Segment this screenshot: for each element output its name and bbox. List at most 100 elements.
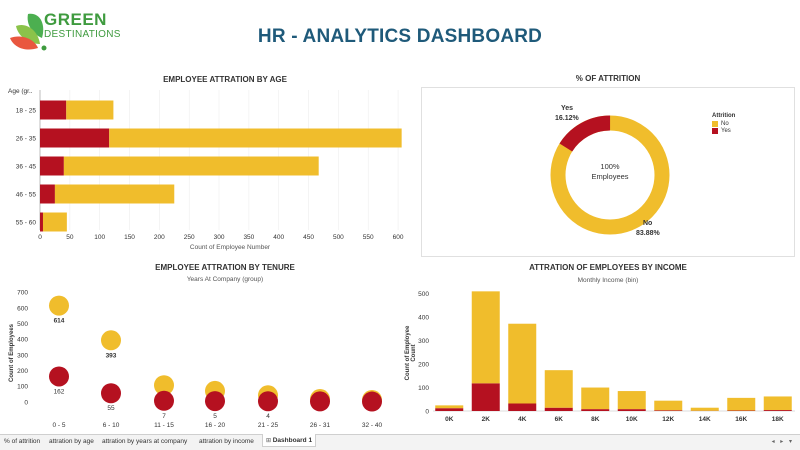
tenure-data-label-yes: 7: [162, 413, 166, 420]
tenure-ytick-label: 400: [17, 337, 28, 344]
legend-title: Attrition: [712, 113, 736, 119]
age-xtick-label: 50: [66, 234, 74, 241]
income-category-label: 2K: [482, 416, 491, 423]
logo-leaf-icon: [10, 13, 47, 51]
age-xtick-label: 100: [94, 234, 105, 241]
tenure-ytick-label: 100: [17, 384, 28, 391]
tenure-ytick-label: 200: [17, 368, 28, 375]
income-ytick-label: 500: [418, 291, 429, 298]
tenure-bubble-no: [154, 375, 174, 396]
tenure-data-label-no: 614: [54, 318, 65, 325]
income-bar-yes: [544, 407, 573, 411]
tenure-category-label: 6 - 10: [103, 422, 120, 429]
tenure-data-label-yes: 55: [107, 405, 115, 412]
income-bar-yes: [763, 410, 792, 411]
tenure-ytick-label: 0: [24, 399, 28, 406]
age-bar-yes: [40, 128, 110, 148]
income-bar-yes: [617, 409, 646, 411]
donut-yes-value: 16.12%: [555, 115, 579, 122]
legend-label-yes: Yes: [721, 128, 731, 134]
age-bar-yes: [40, 212, 43, 232]
dashboard-tab-icon: ⊞: [266, 438, 273, 444]
income-ytick-label: 200: [418, 362, 429, 369]
legend-item-no[interactable]: No: [712, 121, 735, 127]
age-axis-header: Age (gr..: [8, 88, 33, 95]
sheet-tab-bar: % of attrition attration by age attratio…: [0, 434, 800, 450]
age-xtick-label: 350: [243, 234, 254, 241]
age-xtick-label: 150: [124, 234, 135, 241]
tab-dashboard-1[interactable]: ⊞ Dashboard 1: [262, 434, 317, 447]
age-category-label: 55 - 60: [16, 220, 37, 227]
income-bar-no: [763, 396, 792, 411]
tenure-bubble-yes: [205, 391, 225, 412]
age-bar-yes: [40, 100, 67, 120]
age-bar-no: [54, 184, 175, 204]
age-xtick-label: 500: [333, 234, 344, 241]
income-category-label: 6K: [555, 416, 564, 423]
age-xtick-label: 300: [214, 234, 225, 241]
logo-text-green: GREEN: [44, 10, 107, 29]
age-chart-title: EMPLOYEE ATTRATION BY AGE: [163, 75, 287, 84]
age-category-label: 18 - 25: [16, 108, 37, 115]
legend-item-yes[interactable]: Yes: [712, 128, 735, 134]
income-category-label: 14K: [699, 416, 711, 423]
tenure-ytick-label: 500: [17, 321, 28, 328]
age-category-label: 46 - 55: [16, 192, 37, 199]
tenure-bubble-yes: [362, 391, 382, 412]
tab-attration-by-income[interactable]: attration by income: [199, 438, 254, 445]
income-chart: 0 100 200 300 400 500 0K 2K 4K 6K 8K 10K 12K 14K 16K 18…: [418, 291, 795, 423]
age-category-label: 36 - 45: [16, 164, 37, 171]
tenure-bubble-yes: [101, 383, 121, 404]
income-category-label: 10K: [626, 416, 638, 423]
income-bar-no: [654, 400, 683, 411]
tenure-data-label-yes: 5: [213, 413, 217, 420]
income-bar-no: [581, 387, 610, 410]
tenure-bubble-yes: [310, 391, 330, 412]
page-title: HR - ANALYTICS DASHBOARD: [257, 26, 543, 47]
age-xtick-label: 400: [273, 234, 284, 241]
tab-dashboard-1-label: Dashboard 1: [272, 437, 313, 444]
income-bar-yes: [508, 403, 537, 411]
tenure-category-label: 26 - 31: [310, 422, 331, 429]
tab-attration-by-years[interactable]: attration by years at company: [102, 438, 188, 445]
tab-nav-icons[interactable]: ◂ ▸ ▾: [771, 439, 794, 445]
income-bar-yes: [435, 408, 464, 411]
income-category-label: 12K: [662, 416, 674, 423]
income-bar-no: [690, 407, 719, 411]
logo: [6, 4, 126, 56]
age-xtick-label: 0: [38, 234, 42, 241]
donut-center-label: Employees: [591, 172, 629, 181]
tenure-ytick-label: 600: [17, 305, 28, 312]
tenure-bubble-yes: [154, 390, 174, 411]
age-xlabel: Count of Employee Number: [189, 244, 271, 251]
tenure-bubble-yes: [49, 366, 69, 387]
attrition-panel: [421, 87, 795, 257]
age-xtick-label: 250: [184, 234, 195, 241]
income-ytick-label: 100: [418, 385, 429, 392]
age-chart: 0 50 100 150 200 250 300 350 400 450 500 550 600 18 -…: [16, 90, 404, 241]
income-category-label: 4K: [518, 416, 527, 423]
tab-attration-by-age[interactable]: attration by age: [49, 438, 94, 445]
age-xtick-label: 200: [154, 234, 165, 241]
age-xtick-label: 550: [363, 234, 374, 241]
donut-slice-yes: [550, 115, 670, 235]
tenure-category-label: 0 - 5: [52, 422, 65, 429]
age-bar-yes: [40, 156, 64, 176]
tab-percent-attrition[interactable]: % of attrition: [4, 438, 41, 445]
legend-swatch-yes: [712, 128, 718, 134]
tenure-subtitle: Years At Company (group): [186, 276, 264, 283]
income-bar-yes: [471, 383, 500, 411]
income-bar-yes: [581, 409, 610, 411]
income-bar-no: [471, 291, 500, 384]
age-xtick-label: 450: [303, 234, 314, 241]
income-category-label: 0K: [445, 416, 454, 423]
tenure-data-label-yes: 162: [54, 388, 65, 395]
income-bar-no: [508, 323, 537, 404]
income-bar-yes: [654, 410, 683, 411]
age-category-label: 26 - 35: [16, 136, 37, 143]
tenure-data-label-yes: 4: [266, 413, 270, 420]
income-bar-no: [544, 370, 573, 408]
tenure-chart-title: EMPLOYEE ATTRATION BY TENURE: [155, 263, 295, 272]
tenure-ytick-label: 700: [17, 290, 28, 297]
